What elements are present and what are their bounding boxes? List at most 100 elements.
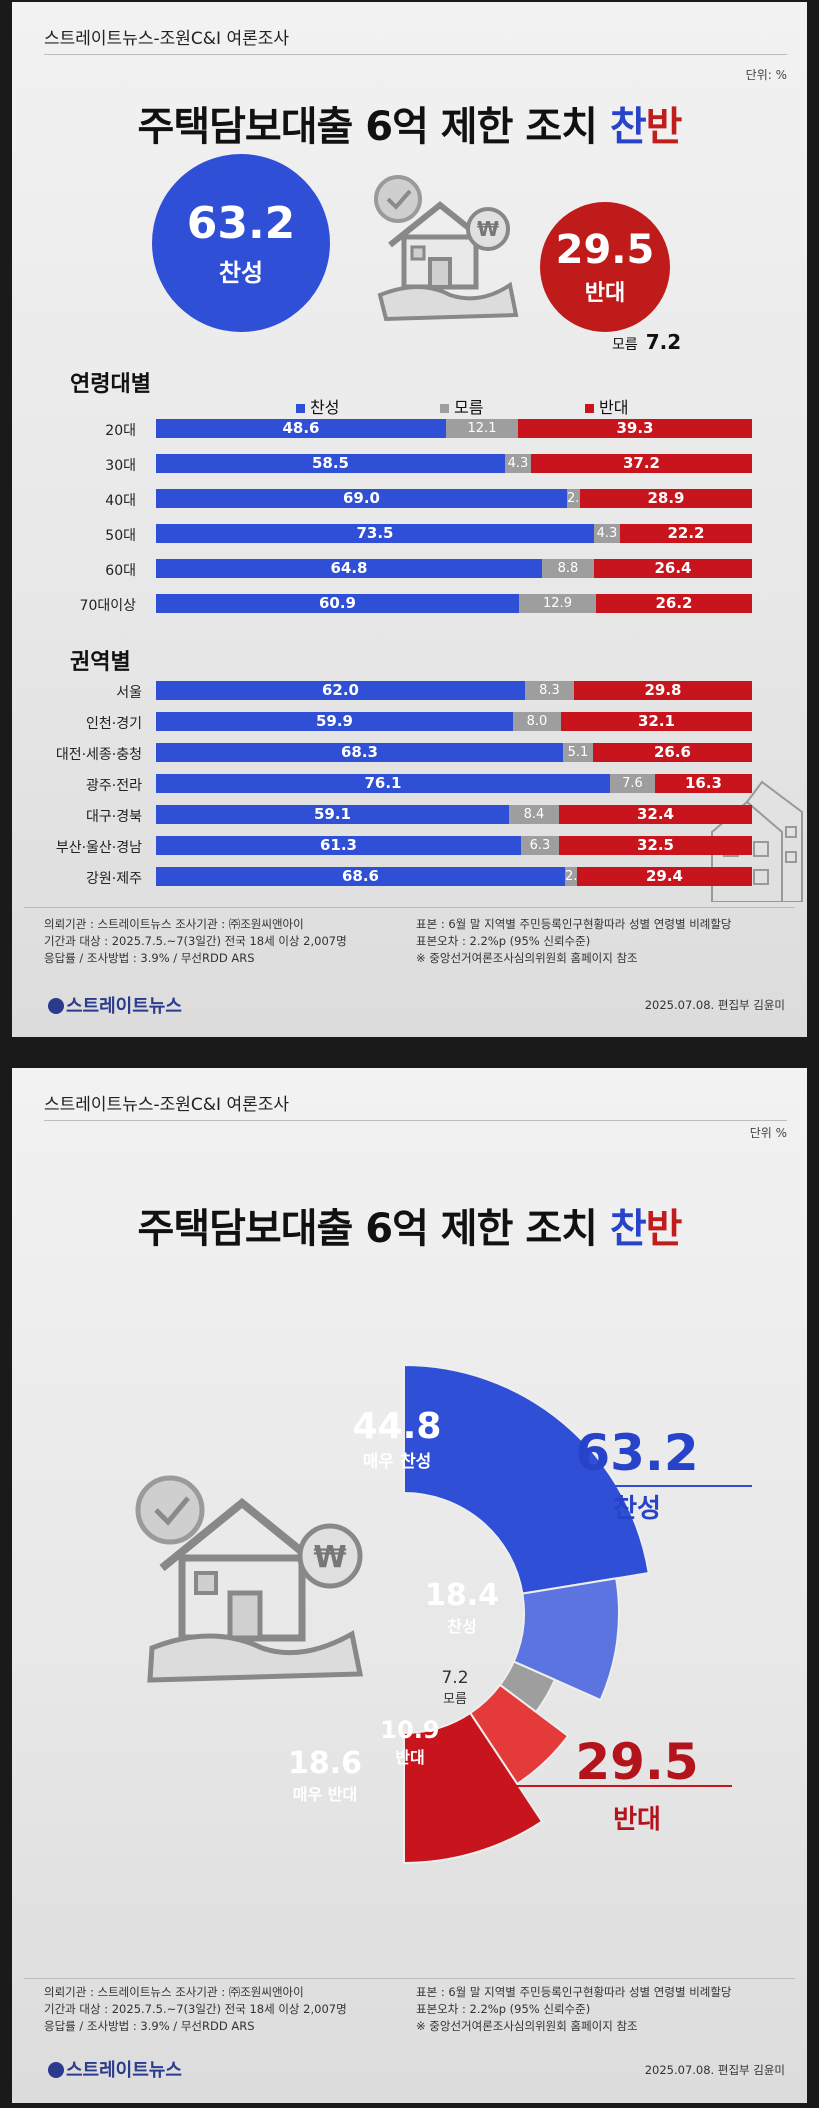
divider — [44, 1120, 787, 1121]
bar-segment-for: 64.8 — [156, 559, 542, 578]
bar-segment-unknown: 8.8 — [542, 559, 594, 578]
region-section-title: 권역별 — [70, 650, 131, 675]
row-label: 30대 — [105, 458, 136, 474]
footer-divider — [24, 907, 795, 908]
bar-segment-for: 59.1 — [156, 805, 509, 824]
footer-left: 의뢰기관 : 스트레이트뉴스 조사기관 : ㈜조원씨앤아이 기간과 대상 : 2… — [44, 916, 347, 967]
bar-segment-against: 37.2 — [531, 454, 752, 473]
unit-label: 단위 % — [749, 1126, 787, 1140]
bar-segment-unknown: 5.1 — [563, 743, 593, 762]
bar-segment-for: 68.6 — [156, 867, 565, 886]
bar-segment-against: 28.9 — [580, 489, 752, 508]
bar-segment-for: 48.6 — [156, 419, 446, 438]
bar-segment-for: 62.0 — [156, 681, 525, 700]
unit-label: 단위: % — [745, 68, 787, 82]
title-for-word: 찬 — [609, 104, 647, 150]
slice-value: 44.8 — [352, 1406, 442, 1447]
legend-unknown: 모름 — [440, 394, 483, 418]
slice-label-for: 18.4 찬성 — [417, 1578, 507, 1637]
age-section-title: 연령대별 — [70, 372, 151, 397]
stacked-bar: 58.5 4.3 37.2 — [156, 454, 752, 473]
footer-line: ※ 중앙선거여론조사심의위원회 홈페이지 참조 — [416, 951, 638, 965]
legend-for: 찬성 — [296, 394, 339, 418]
bar-segment-unknown: 2.0 — [565, 867, 586, 886]
bar-segment-against: 16.3 — [655, 774, 752, 793]
brand-logo: 스트레이트뉴스 — [48, 992, 182, 1018]
against-total-circle: 29.5 반대 — [540, 202, 670, 332]
bar-segment-unknown: 4.3 — [594, 524, 620, 543]
bar-segment-unknown: 8.0 — [513, 712, 561, 731]
footer-line: 표본 : 6월 말 지역별 주민등록인구현황따라 성별 연령별 비례할당 — [416, 917, 732, 931]
footer-right: 표본 : 6월 말 지역별 주민등록인구현황따라 성별 연령별 비례할당 표본오… — [416, 916, 732, 967]
legend-swatch — [585, 404, 594, 413]
bar-segment-unknown: 6.3 — [521, 836, 559, 855]
bar-segment-against: 32.1 — [561, 712, 752, 731]
row-label: 70대이상 — [79, 598, 136, 614]
bar-segment-for: 60.9 — [156, 594, 519, 613]
bar-segment-against: 29.4 — [577, 867, 752, 886]
bar-segment-against: 39.3 — [518, 419, 752, 438]
stacked-bar: 61.3 6.3 32.5 — [156, 836, 752, 855]
bar-segment-against: 32.4 — [559, 805, 752, 824]
row-label: 부산·울산·경남 — [55, 840, 142, 856]
stacked-bar: 59.9 8.0 32.1 — [156, 712, 752, 731]
bar-segment-for: 58.5 — [156, 454, 505, 473]
title-against-word: 반 — [645, 1206, 683, 1252]
slice-label-against: 10.9 반대 — [375, 1716, 445, 1768]
legend-against: 반대 — [585, 394, 628, 418]
divider — [44, 54, 787, 55]
title-for-word: 찬 — [609, 1206, 647, 1252]
bar-segment-against: 29.8 — [574, 681, 752, 700]
source-label: 스트레이트뉴스-조원C&I 여론조사 — [44, 29, 289, 49]
slice-value: 18.4 — [424, 1578, 500, 1613]
footer-line: 표본오차 : 2.2%p (95% 신뢰수준) — [416, 934, 591, 948]
row-label: 60대 — [105, 563, 136, 579]
footer-line: ※ 중앙선거여론조사심의위원회 홈페이지 참조 — [416, 2019, 638, 2033]
house-icon-large: ₩ — [135, 1475, 364, 1683]
footer-line: 표본 : 6월 말 지역별 주민등록인구현황따라 성별 연령별 비례할당 — [416, 1985, 732, 1999]
footer-line: 응답률 / 조사방법 : 3.9% / 무선RDD ARS — [44, 2019, 255, 2033]
footer-right: 표본 : 6월 말 지역별 주민등록인구현황따라 성별 연령별 비례할당 표본오… — [416, 1984, 732, 2035]
legend-label: 찬성 — [310, 398, 340, 417]
against-total-value: 29.5 — [555, 227, 655, 273]
row-label: 인천·경기 — [86, 716, 142, 732]
stacked-bar: 68.3 5.1 26.6 — [156, 743, 752, 762]
footer-line: 기간과 대상 : 2025.7.5.~7(3일간) 전국 18세 이상 2,00… — [44, 2002, 347, 2016]
slice-value: 10.9 — [380, 1716, 440, 1744]
bar-segment-unknown: 2.1 — [567, 489, 588, 508]
footer-left: 의뢰기관 : 스트레이트뉴스 조사기관 : ㈜조원씨앤아이 기간과 대상 : 2… — [44, 1984, 347, 2035]
bar-segment-for: 68.3 — [156, 743, 563, 762]
row-label: 20대 — [105, 423, 136, 439]
footer-line: 의뢰기관 : 스트레이트뉴스 조사기관 : ㈜조원씨앤아이 — [44, 1985, 304, 1999]
footer-line: 표본오차 : 2.2%p (95% 신뢰수준) — [416, 2002, 591, 2016]
stacked-bar: 59.1 8.4 32.4 — [156, 805, 752, 824]
pie-chart-panel: 스트레이트뉴스-조원C&I 여론조사 단위 % 주택담보대출 6억 제한 조치 … — [12, 1068, 807, 2103]
donut-slice — [403, 1711, 544, 1865]
publish-date: 2025.07.08. 편집부 김윤미 — [644, 998, 785, 1012]
slice-label-very-for: 44.8 매우 찬성 — [332, 1406, 462, 1472]
logo-mark — [48, 2062, 64, 2078]
row-label: 강원·제주 — [86, 871, 142, 887]
unknown-total-label: 모름 — [612, 337, 638, 353]
house-icon: ₩ — [374, 175, 519, 322]
footer-divider — [24, 1978, 795, 1979]
bar-segment-against: 26.6 — [593, 743, 752, 762]
title-main: 주택담보대출 6억 제한 조치 — [137, 1206, 610, 1252]
stacked-bar: 68.6 2.0 29.4 — [156, 867, 752, 886]
brand-logo: 스트레이트뉴스 — [48, 2056, 182, 2082]
bar-segment-against: 22.2 — [620, 524, 752, 543]
legend-swatch — [440, 404, 449, 413]
slice-value: 7.2 — [441, 1668, 469, 1688]
footer-line: 기간과 대상 : 2025.7.5.~7(3일간) 전국 18세 이상 2,00… — [44, 934, 347, 948]
bar-segment-unknown: 8.4 — [509, 805, 559, 824]
bar-segment-unknown: 7.6 — [610, 774, 655, 793]
bar-segment-unknown: 8.3 — [525, 681, 574, 700]
page-title: 주택담보대출 6억 제한 조치 찬반 — [12, 1196, 807, 1254]
slice-name: 모름 — [443, 1692, 467, 1707]
row-label: 광주·전라 — [86, 778, 142, 794]
total-for: 63.2 찬성 — [567, 1424, 707, 1525]
for-total-label: 찬성 — [218, 259, 264, 287]
slice-value: 18.6 — [287, 1746, 363, 1781]
donut-slice — [512, 1577, 620, 1702]
row-label: 대전·세종·충청 — [55, 747, 142, 763]
